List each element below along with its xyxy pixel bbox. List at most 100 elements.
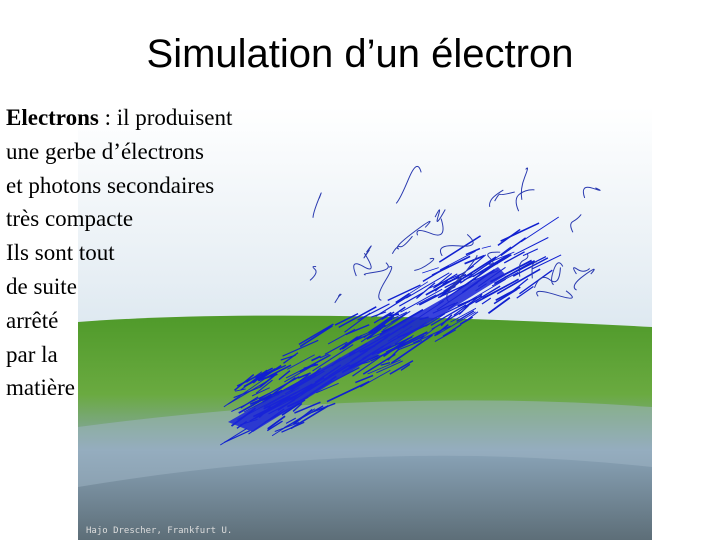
particle-track <box>293 408 313 425</box>
photon-track <box>448 255 478 293</box>
particle-track <box>416 282 436 299</box>
particle-track <box>255 379 273 394</box>
particle-track <box>294 401 321 414</box>
photon-track <box>312 192 322 218</box>
particle-track <box>496 268 541 295</box>
particle-track <box>453 256 497 285</box>
photon-track <box>334 293 342 304</box>
particle-track <box>281 399 306 416</box>
particle-track <box>442 324 462 337</box>
particle-track <box>431 255 471 276</box>
particle-track <box>509 278 529 294</box>
particle-track <box>315 382 339 394</box>
particle-track <box>380 362 391 366</box>
image-credit: Hajo Drescher, Frankfurt U. <box>86 526 232 536</box>
photon-track <box>363 245 372 259</box>
particle-track <box>339 336 359 351</box>
photon-track <box>533 267 561 289</box>
particle-track <box>500 222 540 242</box>
particle-track <box>259 393 272 402</box>
particle-track <box>389 360 414 375</box>
particle-track <box>391 313 407 323</box>
particle-track <box>481 297 492 305</box>
photon-track <box>494 191 515 202</box>
photon-track <box>434 209 446 222</box>
particle-track <box>224 430 250 443</box>
particle-track <box>450 307 477 323</box>
particle-track <box>324 341 348 355</box>
particle-track <box>327 328 356 345</box>
particle-track <box>398 292 424 307</box>
particle-track <box>485 246 512 267</box>
particle-track <box>433 324 449 337</box>
photon-track <box>582 186 601 199</box>
photon-track <box>551 262 564 286</box>
particle-track <box>326 380 370 403</box>
particle-track <box>298 323 334 345</box>
particle-track <box>513 237 549 256</box>
text-line: très compacte <box>6 206 134 232</box>
particle-track <box>520 216 560 243</box>
particle-track <box>522 248 539 257</box>
particle-track <box>312 344 354 372</box>
particle-track <box>438 235 481 263</box>
particle-track <box>440 314 453 327</box>
particle-track <box>290 405 329 430</box>
particle-track <box>390 334 434 364</box>
particle-track <box>287 354 315 370</box>
particle-track <box>376 360 403 374</box>
photon-track <box>395 165 422 204</box>
text-line: arrêté <box>6 307 59 333</box>
particle-track <box>433 273 458 289</box>
particle-track <box>459 316 474 325</box>
slide-title: Simulation d’un électron <box>146 32 574 76</box>
particle-track <box>285 417 297 424</box>
particle-track <box>396 339 423 351</box>
particle-track <box>284 363 317 383</box>
particle-track <box>458 304 470 315</box>
particle-track <box>395 292 410 304</box>
particle-track <box>235 388 246 392</box>
particle-track <box>518 260 535 272</box>
particle-track <box>397 334 425 350</box>
particle-track <box>425 313 446 327</box>
particle-track <box>297 372 311 379</box>
shower-core <box>228 267 506 432</box>
photon-track <box>573 267 591 275</box>
particle-track <box>352 351 388 377</box>
photon-track <box>391 235 413 254</box>
text-line: matière <box>6 375 75 401</box>
particle-track <box>233 386 261 399</box>
particle-track <box>246 371 263 383</box>
shower-image: Hajo Drescher, Frankfurt U. <box>78 107 652 540</box>
photon-track <box>518 253 529 277</box>
photon-track <box>489 189 504 207</box>
particle-track <box>466 278 507 303</box>
particle-track <box>416 294 437 306</box>
photon-track <box>416 218 444 236</box>
particle-track <box>345 324 370 336</box>
particle-track <box>278 370 291 381</box>
photon-track <box>487 251 501 267</box>
particle-track <box>373 311 392 324</box>
particle-track <box>405 272 450 299</box>
particle-track <box>255 367 280 379</box>
particle-track <box>267 415 286 430</box>
particle-track <box>299 354 331 373</box>
particle-track <box>381 311 395 321</box>
text-line: une gerbe d’électrons <box>6 138 204 164</box>
particle-track <box>375 293 412 317</box>
particle-track <box>400 288 443 313</box>
particle-track <box>453 293 483 316</box>
particle-track <box>363 315 395 339</box>
particle-track <box>531 254 562 270</box>
particle-track <box>389 311 408 321</box>
particle-track <box>381 326 394 333</box>
particle-track <box>338 306 377 329</box>
particle-track <box>334 312 359 326</box>
particle-track <box>385 331 428 354</box>
particle-track <box>495 286 521 302</box>
particle-track <box>367 359 401 375</box>
photon-track <box>536 290 573 299</box>
text-segment: : il produisent <box>98 105 233 130</box>
